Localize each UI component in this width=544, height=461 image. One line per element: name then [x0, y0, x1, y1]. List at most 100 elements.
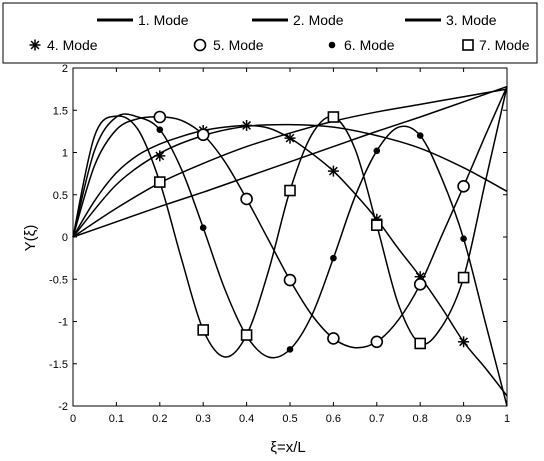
x-tick-label: 0.2: [152, 413, 167, 425]
legend-item-1: 1. Mode: [97, 12, 189, 28]
data-point-circle: [413, 278, 427, 291]
marker-dot: [156, 126, 164, 133]
marker-square: [457, 271, 470, 284]
x-tick-label: 0: [70, 413, 76, 425]
marker-dot: [460, 235, 467, 242]
marker-circle: [240, 192, 253, 206]
marker-circle: [193, 38, 207, 52]
data-point-dot: [199, 224, 207, 232]
marker-dot: [328, 41, 336, 49]
series-line-4: [72, 124, 508, 397]
y-tick-label: -0.5: [49, 274, 68, 286]
legend-label: 2. Mode: [293, 12, 344, 28]
legend-item-4: 4. Mode: [29, 37, 98, 53]
data-point-asterisk: [154, 150, 166, 162]
data-point-square: [457, 271, 470, 284]
legend-marker-dot: [328, 41, 336, 49]
legend-label: 7. Mode: [479, 37, 530, 53]
marker-asterisk-stroke: [285, 133, 295, 143]
x-tick-label: 1: [504, 413, 510, 425]
series-line-7: [72, 86, 508, 358]
data-point-asterisk: [241, 119, 253, 131]
y-tick-label: -2: [58, 401, 68, 413]
marker-asterisk-stroke: [242, 121, 252, 130]
x-axis-label: ξ=x/L: [270, 439, 306, 456]
legend-label: 4. Mode: [47, 37, 98, 53]
data-point-circle: [283, 273, 297, 287]
marker-square: [197, 324, 209, 336]
data-point-circle: [153, 110, 167, 124]
data-point-asterisk: [458, 336, 470, 348]
legend-item-3: 3. Mode: [405, 12, 497, 28]
legend-label: 1. Mode: [138, 12, 189, 28]
marker-square: [240, 329, 253, 341]
legend-marker-square: [462, 39, 474, 51]
x-tick-label: 0.5: [282, 413, 297, 425]
y-tick-label: -1.5: [49, 359, 68, 371]
x-tick-label: 0.3: [196, 413, 211, 425]
marker-square: [284, 184, 296, 197]
y-tick-label: 0: [62, 232, 68, 244]
data-point-square: [370, 219, 383, 231]
y-axis: -2 -1.5 -1 -0.5 0 0.5 1 1.5 2: [49, 63, 507, 413]
marker-dot: [373, 147, 381, 155]
legend-item-6: 6. Mode: [328, 37, 395, 53]
y-tick-label: 1.5: [53, 105, 68, 117]
marker-circle: [413, 278, 427, 291]
y-tick-label: -1: [58, 317, 68, 329]
data-point-dot: [286, 346, 294, 353]
legend-item-5: 5. Mode: [193, 37, 264, 53]
marker-square: [327, 111, 340, 123]
data-point-asterisk: [327, 165, 339, 177]
series-line-3: [72, 123, 508, 238]
legend-item-2: 2. Mode: [252, 12, 344, 28]
data-point-circle: [240, 192, 253, 206]
legend-marker-circle: [193, 38, 207, 52]
legend-marker-asterisk: [29, 39, 41, 51]
data-point-square: [327, 111, 340, 123]
y-axis-label: Y(ξ): [22, 225, 39, 252]
marker-circle: [327, 332, 340, 345]
marker-asterisk-stroke: [328, 166, 338, 176]
data-point-circle: [457, 180, 470, 193]
x-tick-label: 0.4: [239, 413, 254, 425]
marker-circle: [283, 273, 297, 287]
legend-label: 3. Mode: [446, 12, 497, 28]
marker-circle: [370, 335, 384, 349]
x-tick-label: 0.9: [456, 413, 471, 425]
marker-square: [154, 176, 166, 188]
data-point-square: [414, 337, 427, 350]
x-tick-label: 0.7: [369, 413, 384, 425]
marker-circle: [153, 110, 167, 124]
marker-dot: [330, 254, 337, 262]
data-point-square: [240, 329, 253, 341]
marker-dot: [199, 224, 207, 232]
data-point-circle: [327, 332, 340, 345]
data-point-circle: [370, 335, 384, 349]
marker-dot: [286, 346, 294, 353]
marker-circle: [196, 128, 210, 142]
marker-asterisk-stroke: [155, 151, 165, 161]
legend-label: 5. Mode: [213, 37, 264, 53]
legend-item-7: 7. Mode: [462, 37, 530, 53]
marker-dot: [416, 132, 424, 139]
x-tick-label: 0.6: [326, 413, 341, 425]
marker-square: [370, 219, 383, 231]
y-tick-label: 2: [62, 63, 68, 75]
data-point-dot: [460, 235, 467, 242]
marker-square: [414, 337, 427, 350]
data-point-dot: [416, 132, 424, 139]
data-point-circle: [196, 128, 210, 142]
legend-label: 6. Mode: [344, 37, 395, 53]
y-tick-label: 1: [62, 148, 68, 160]
data-point-square: [197, 324, 209, 336]
marker-asterisk-stroke: [459, 337, 469, 347]
series-markers: [153, 110, 470, 353]
data-point-dot: [330, 254, 337, 262]
x-tick-label: 0.8: [413, 413, 428, 425]
y-tick-label: 0.5: [53, 190, 68, 202]
x-axis: 0 0.1 0.2 0.3 0.4 0.5 0.6 0.7 0.8 0.9 1: [70, 68, 510, 425]
marker-circle: [457, 180, 470, 193]
x-tick-label: 0.1: [109, 413, 124, 425]
